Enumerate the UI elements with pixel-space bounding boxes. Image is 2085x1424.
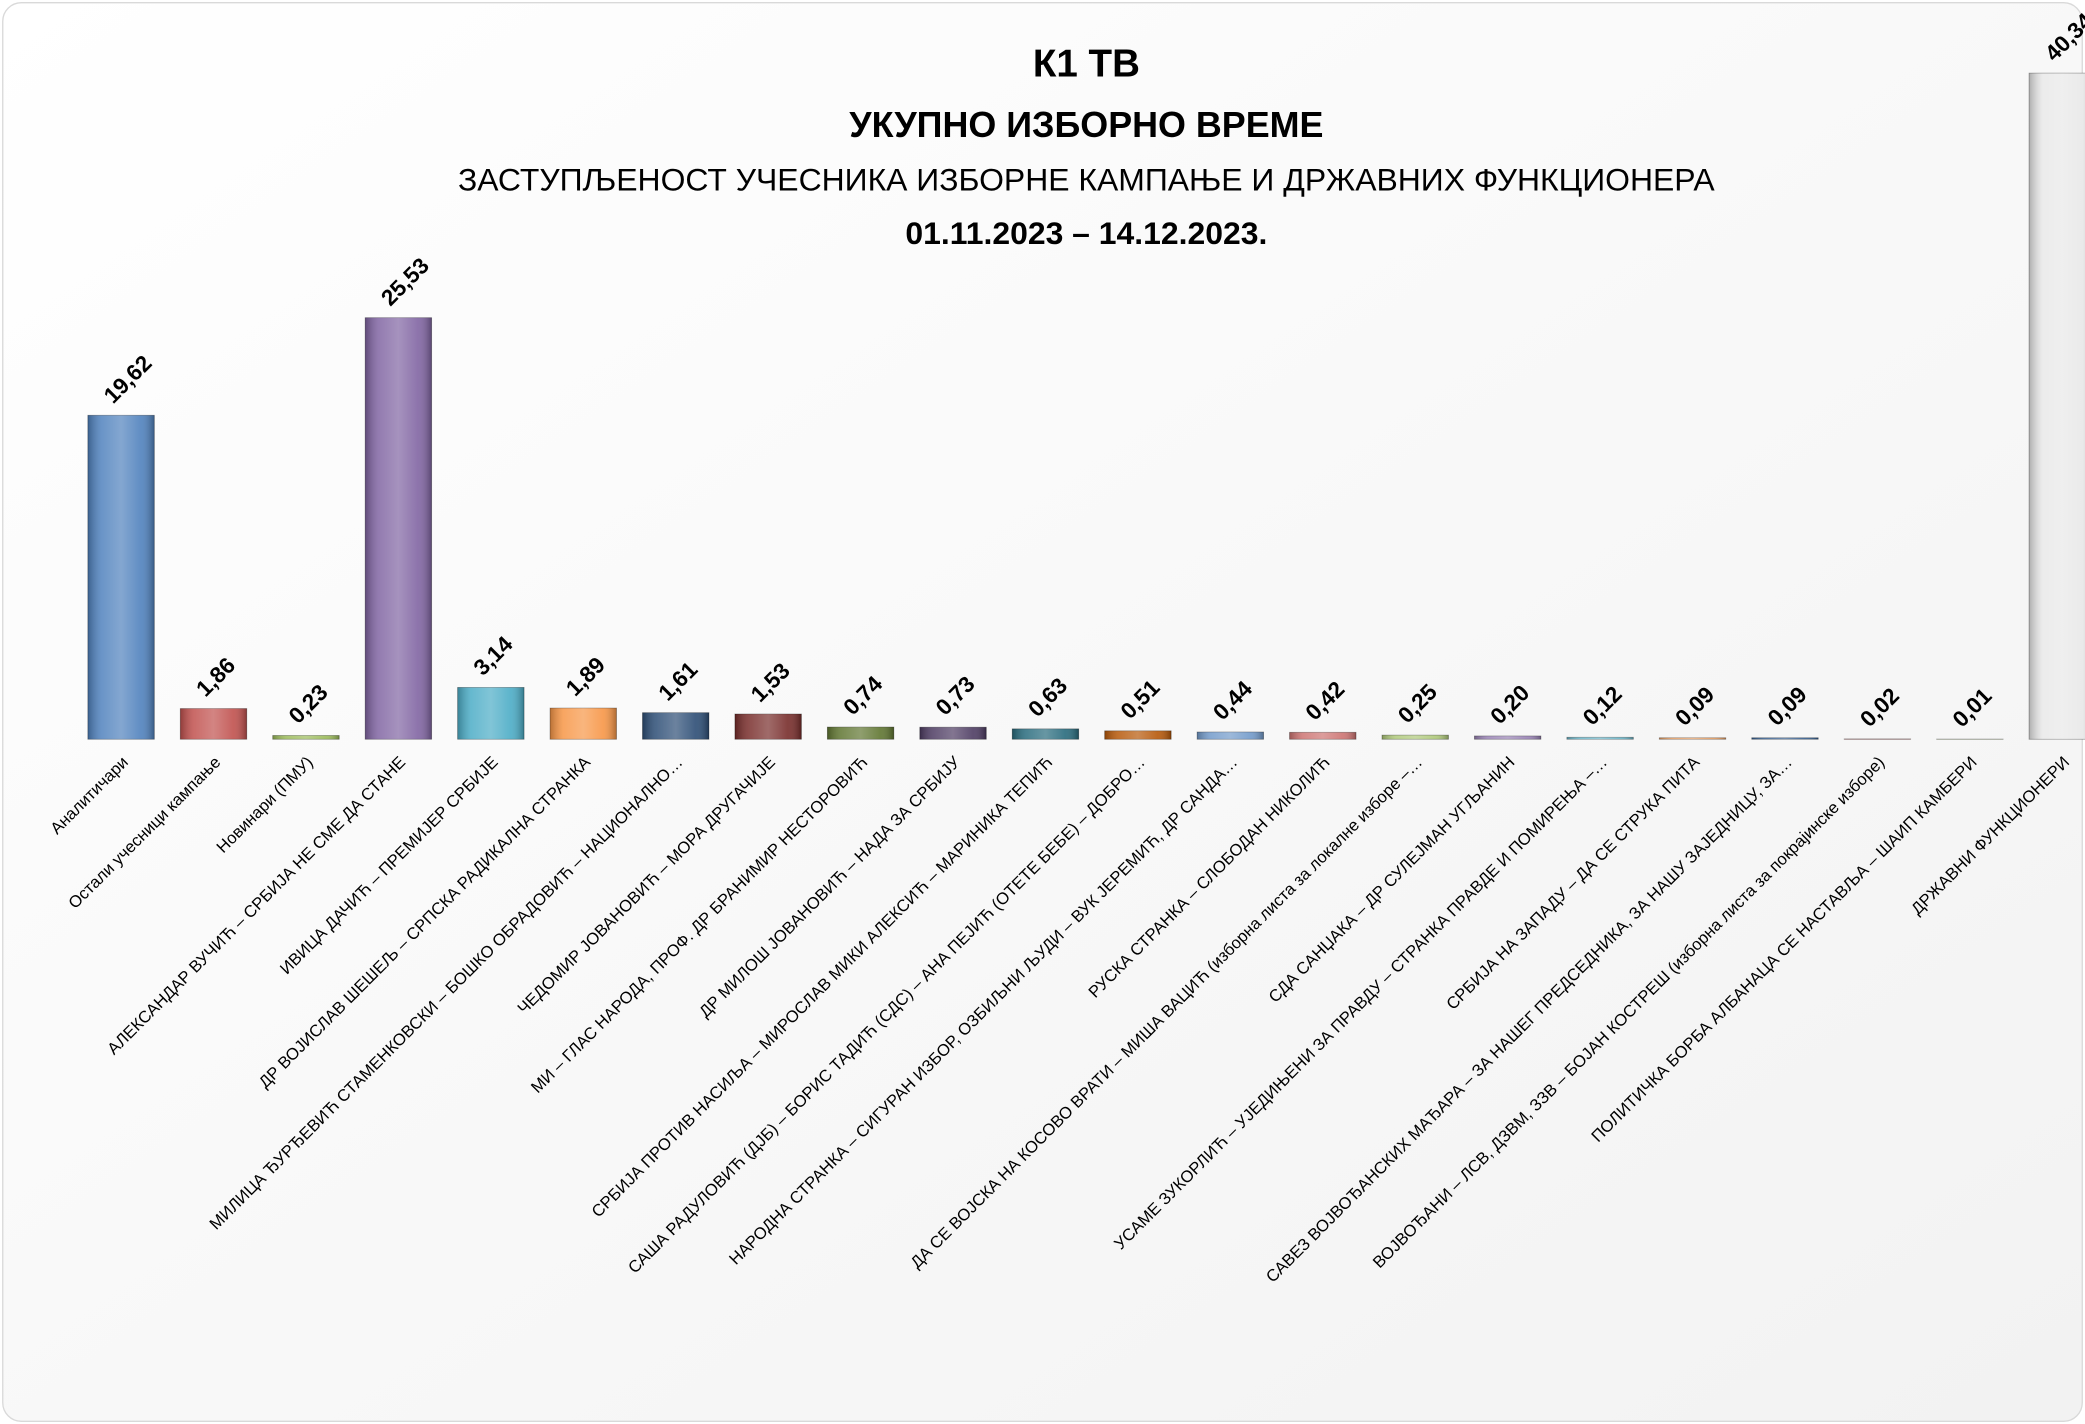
bar [734,713,802,740]
bar [1104,730,1172,740]
bar [179,708,248,740]
bar [642,712,710,740]
bar [457,687,525,740]
bar [1381,734,1449,740]
bar [1196,731,1264,740]
bar [826,726,895,740]
chart-title: К1 ТВ [1033,43,1140,86]
bar [364,317,433,740]
bar [87,414,155,740]
bar [1011,728,1080,740]
bar [549,707,617,740]
bar [919,726,987,740]
chart-subtitle: УКУПНО ИЗБОРНО ВРЕМЕ [849,105,1323,145]
bar [1566,736,1634,740]
bar [272,735,340,740]
bar [1658,737,1727,740]
bar [1474,735,1542,740]
chart-period: 01.11.2023 – 14.12.2023. [905,215,1267,251]
chart-description: ЗАСТУПЉЕНОСТ УЧЕСНИКА ИЗБОРНЕ КАМПАЊЕ И … [458,162,1715,198]
bar [2028,72,2085,740]
bar [1289,731,1357,740]
bar [1751,737,1819,740]
